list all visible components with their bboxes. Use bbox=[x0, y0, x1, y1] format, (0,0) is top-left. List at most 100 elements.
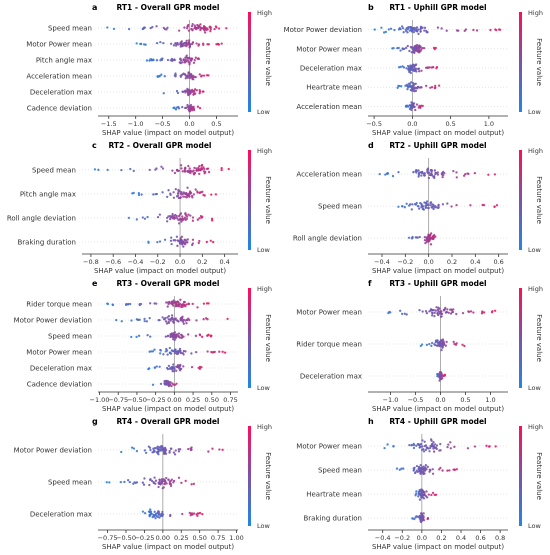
shap-point bbox=[415, 28, 418, 32]
shap-point bbox=[137, 192, 140, 195]
shap-point bbox=[438, 373, 441, 376]
shap-point bbox=[159, 349, 162, 352]
shap-point bbox=[189, 57, 193, 60]
shap-point bbox=[445, 29, 448, 32]
shap-point bbox=[449, 308, 452, 311]
shap-point bbox=[438, 449, 441, 452]
shap-point bbox=[217, 43, 220, 46]
shap-point bbox=[403, 47, 406, 51]
shap-point bbox=[177, 476, 181, 479]
shap-point bbox=[188, 105, 191, 108]
shap-point bbox=[429, 236, 432, 239]
shap-point bbox=[158, 479, 161, 482]
shap-point bbox=[455, 204, 458, 207]
shap-point bbox=[452, 170, 455, 173]
shap-point bbox=[178, 369, 182, 372]
shap-point bbox=[494, 309, 497, 312]
shap-point bbox=[152, 447, 155, 450]
shap-point bbox=[424, 310, 428, 313]
x-tick-label: 0.2 bbox=[197, 258, 207, 266]
shap-point bbox=[166, 58, 170, 62]
x-tick-label: 1.0 bbox=[485, 396, 495, 404]
shap-point bbox=[441, 175, 444, 179]
shap-point bbox=[407, 68, 410, 72]
shap-point bbox=[391, 174, 395, 178]
shap-point bbox=[441, 469, 444, 472]
colorbar-low-label: Low bbox=[528, 384, 541, 392]
shap-point bbox=[418, 490, 421, 493]
shap-point bbox=[153, 366, 157, 369]
feature-label: Acceleration mean bbox=[296, 103, 362, 111]
shap-point bbox=[197, 241, 200, 245]
shap-point bbox=[174, 216, 177, 219]
shap-point bbox=[423, 468, 426, 471]
shap-point bbox=[433, 175, 436, 178]
feature-label: Deceleration max bbox=[300, 373, 362, 381]
shap-point bbox=[163, 27, 167, 31]
shap-point bbox=[191, 74, 194, 77]
shap-point bbox=[193, 166, 196, 170]
shap-point bbox=[436, 372, 439, 376]
shap-point bbox=[200, 216, 203, 219]
shap-point bbox=[420, 174, 423, 177]
shap-point bbox=[206, 167, 210, 170]
shap-point bbox=[137, 318, 140, 322]
x-tick-label: 0.0 bbox=[175, 258, 185, 266]
shap-point bbox=[154, 193, 157, 196]
shap-point bbox=[177, 43, 180, 46]
shap-point bbox=[173, 370, 176, 373]
panel-a: a RT1 - Overall GPR model Speed mean Motor … bbox=[26, 3, 272, 137]
shap-point bbox=[185, 191, 188, 195]
shap-point bbox=[143, 319, 146, 323]
shap-point bbox=[191, 23, 194, 26]
shap-point bbox=[171, 349, 174, 353]
x-tick-label: −0.50 bbox=[127, 396, 147, 404]
shap-point bbox=[189, 448, 193, 452]
shap-point bbox=[189, 514, 192, 517]
shap-point bbox=[167, 302, 170, 306]
shap-point bbox=[411, 27, 415, 30]
shap-point bbox=[165, 476, 168, 480]
shap-point bbox=[155, 25, 158, 28]
shap-point bbox=[423, 236, 426, 239]
shap-point bbox=[384, 173, 387, 176]
feature-label: Deceleration max bbox=[30, 365, 92, 373]
shap-point bbox=[196, 306, 199, 309]
shap-point bbox=[418, 86, 422, 89]
x-tick-label: −1.00 bbox=[90, 396, 110, 404]
shap-point bbox=[420, 204, 423, 207]
shap-point bbox=[199, 23, 202, 26]
shap-point bbox=[172, 320, 175, 324]
shap-point bbox=[186, 103, 189, 107]
shap-point bbox=[177, 320, 180, 323]
shap-point bbox=[444, 344, 447, 347]
x-tick-label: 0.25 bbox=[174, 534, 188, 542]
shap-point bbox=[167, 215, 170, 218]
shap-point bbox=[186, 238, 189, 241]
shap-point bbox=[439, 442, 442, 446]
shap-point bbox=[187, 29, 191, 32]
shap-point bbox=[185, 193, 189, 197]
shap-point bbox=[393, 28, 396, 32]
shap-point bbox=[383, 446, 386, 450]
shap-point bbox=[209, 335, 213, 338]
shap-point bbox=[149, 478, 152, 481]
shap-point bbox=[414, 63, 418, 66]
shap-point bbox=[406, 88, 409, 91]
shap-point bbox=[149, 508, 152, 511]
shap-point bbox=[400, 25, 404, 28]
shap-point bbox=[190, 446, 193, 449]
shap-point bbox=[410, 65, 413, 68]
shap-point bbox=[182, 335, 185, 338]
x-axis-label: SHAP value (impact on model output) bbox=[102, 543, 234, 551]
shap-point bbox=[205, 240, 209, 244]
shap-point bbox=[175, 195, 179, 198]
shap-point bbox=[452, 308, 455, 311]
feature-label: Speed mean bbox=[48, 333, 92, 341]
shap-point bbox=[192, 108, 196, 112]
shap-point bbox=[409, 106, 412, 109]
shap-point bbox=[448, 469, 451, 472]
shap-point bbox=[186, 56, 189, 60]
colorbar-title: Feature value bbox=[264, 176, 272, 224]
shap-point bbox=[226, 317, 229, 321]
